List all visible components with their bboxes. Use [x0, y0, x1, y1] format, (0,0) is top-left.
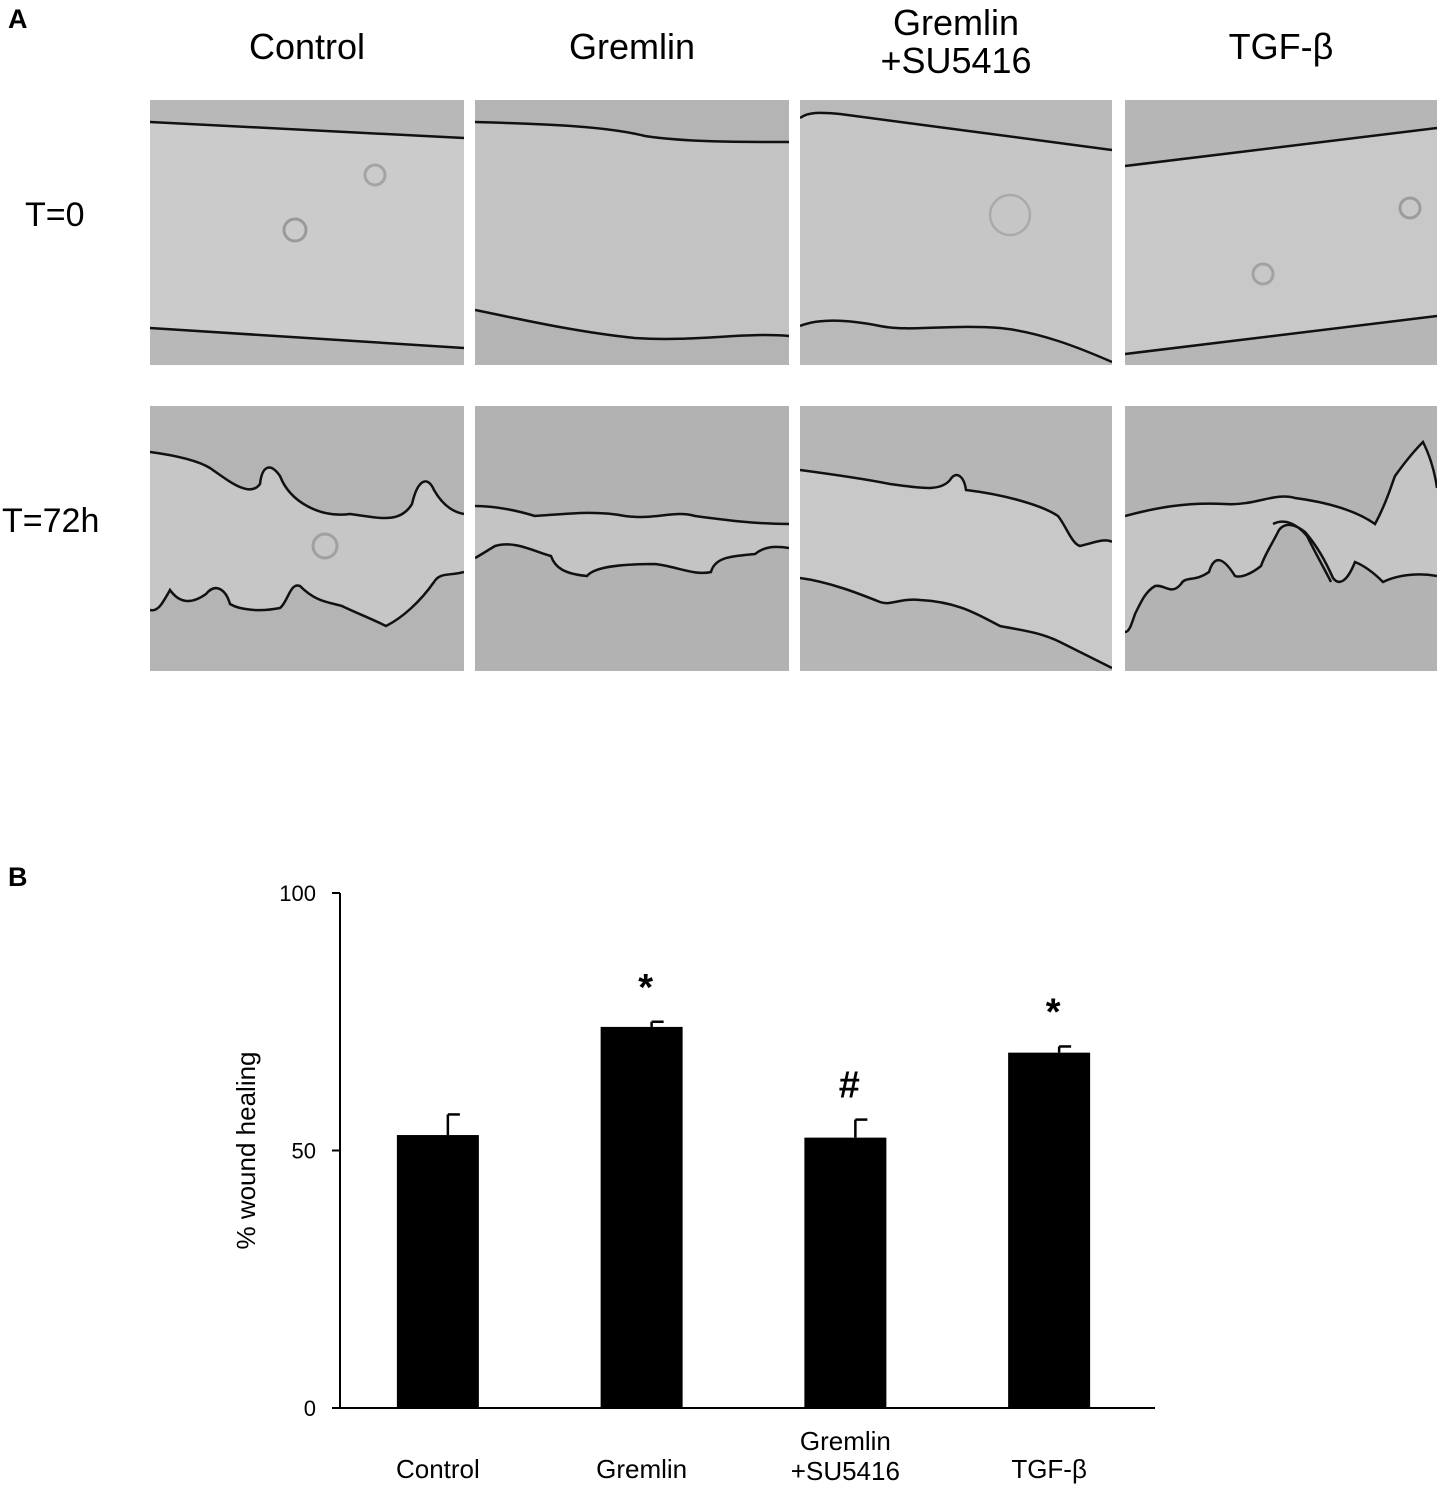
chart-bars: * # *	[396, 967, 1091, 1408]
panel-a-letter: A	[8, 4, 28, 34]
column-label-gremlin-su5416: Gremlin +SU5416	[880, 2, 1032, 81]
y-tick-label: 100	[279, 881, 316, 906]
category-label: Gremlin	[596, 1454, 687, 1484]
significance-marker: *	[638, 967, 653, 1009]
column-label-gremlin: Gremlin	[568, 26, 696, 67]
micrograph-gremlin-su5416-t0	[800, 100, 1112, 365]
significance-marker: *	[1046, 991, 1061, 1033]
micrograph-gremlin-t72h	[475, 406, 789, 671]
significance-marker: #	[839, 1065, 860, 1107]
bar	[600, 1026, 683, 1408]
bar	[1008, 1052, 1091, 1408]
y-tick-label: 0	[304, 1396, 316, 1421]
category-label: Gremlin +SU5416	[791, 1426, 900, 1486]
micrograph-control-t0	[150, 100, 464, 365]
y-axis-label: % wound healing	[231, 1051, 261, 1249]
micrograph-control-t72h	[150, 406, 464, 671]
bar-chart: % wound healing 0 50 100 Control Gremlin Grem…	[231, 881, 1155, 1486]
row-label-t0: T=0	[25, 196, 85, 234]
micrograph-gremlin-su5416-t72h	[800, 406, 1112, 671]
category-label: Control	[396, 1454, 480, 1484]
bar	[396, 1135, 479, 1408]
y-tick-label: 50	[292, 1139, 316, 1164]
column-label-tgf-beta: TGF-β	[1228, 26, 1334, 67]
column-label-control: Control	[248, 26, 366, 67]
row-label-t72h: T=72h	[2, 502, 100, 540]
micrograph-tgf-beta-t0	[1125, 100, 1437, 365]
bar	[804, 1137, 887, 1408]
category-label: TGF-β	[1011, 1454, 1087, 1484]
panel-b-letter: B	[8, 862, 28, 892]
micrograph-gremlin-t0	[475, 100, 789, 365]
micrograph-tgf-beta-t72h	[1125, 406, 1437, 671]
